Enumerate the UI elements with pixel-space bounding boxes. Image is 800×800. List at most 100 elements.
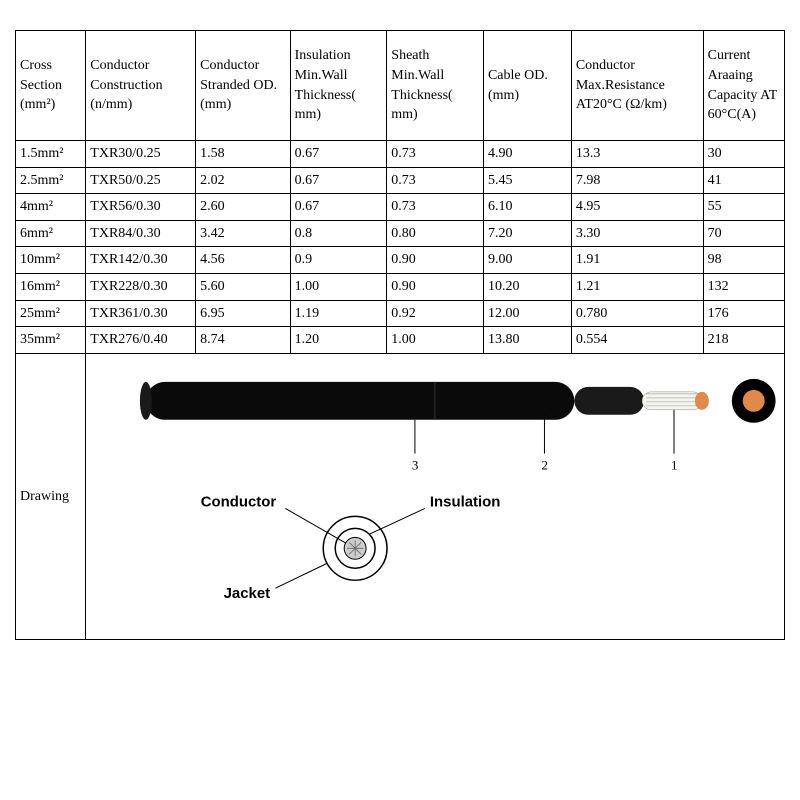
table-cell: 218	[703, 327, 784, 354]
table-cell: 132	[703, 273, 784, 300]
table-cell: 0.73	[387, 194, 484, 221]
label-insulation: Insulation	[430, 493, 501, 510]
table-cell: 6.10	[483, 194, 571, 221]
table-cell: TXR50/0.25	[86, 167, 196, 194]
table-cell: 98	[703, 247, 784, 274]
table-cell: TXR276/0.40	[86, 327, 196, 354]
table-cell: 12.00	[483, 300, 571, 327]
cable-drawing-svg: 1 2 3	[86, 354, 784, 633]
label-jacket: Jacket	[224, 585, 271, 602]
table-cell: 0.780	[571, 300, 703, 327]
table-cell: 9.00	[483, 247, 571, 274]
table-cell: 0.67	[290, 194, 387, 221]
table-cell: 2.02	[196, 167, 290, 194]
callout-2: 2	[542, 457, 548, 472]
table-row: 4mm²TXR56/0.302.600.670.736.104.9555	[16, 194, 785, 221]
cross-section-diagram: Conductor Insulation Jacket	[201, 493, 501, 602]
leader-insulation	[369, 508, 425, 534]
cross-section-inner	[743, 390, 765, 412]
table-cell: 0.92	[387, 300, 484, 327]
table-cell: 5.45	[483, 167, 571, 194]
table-cell: 0.8	[290, 220, 387, 247]
table-row: 6mm²TXR84/0.303.420.80.807.203.3070	[16, 220, 785, 247]
table-cell: 16mm²	[16, 273, 86, 300]
col-cable-od: Cable OD.(mm)	[483, 31, 571, 141]
table-cell: 35mm²	[16, 327, 86, 354]
jacket-endcap	[140, 382, 152, 420]
table-cell: 4.90	[483, 141, 571, 168]
table-cell: 6.95	[196, 300, 290, 327]
table-cell: 0.67	[290, 167, 387, 194]
table-cell: 0.73	[387, 141, 484, 168]
table-row: 2.5mm²TXR50/0.252.020.670.735.457.9841	[16, 167, 785, 194]
table-cell: 0.73	[387, 167, 484, 194]
table-cell: 10mm²	[16, 247, 86, 274]
table-cell: 0.80	[387, 220, 484, 247]
table-cell: 1.00	[387, 327, 484, 354]
table-row: 10mm²TXR142/0.304.560.90.909.001.9198	[16, 247, 785, 274]
table-cell: TXR30/0.25	[86, 141, 196, 168]
table-cell: 0.9	[290, 247, 387, 274]
cable-insulation-shape	[575, 387, 645, 415]
table-cell: 1.91	[571, 247, 703, 274]
drawing-row-label: Drawing	[16, 353, 86, 640]
table-cell: 3.30	[571, 220, 703, 247]
table-cell: 1.00	[290, 273, 387, 300]
col-current-capacity: Current Araaing Capacity AT 60°C(A)	[703, 31, 784, 141]
table-cell: 176	[703, 300, 784, 327]
col-conductor-stranded-od: Conductor Stranded OD.(mm)	[196, 31, 290, 141]
table-cell: TXR142/0.30	[86, 247, 196, 274]
table-cell: 2.5mm²	[16, 167, 86, 194]
table-header: Cross Section (mm²) Conductor Constructi…	[16, 31, 785, 141]
table-cell: 7.98	[571, 167, 703, 194]
table-cell: 1.58	[196, 141, 290, 168]
cable-spec-table: Cross Section (mm²) Conductor Constructi…	[15, 30, 785, 640]
table-cell: 0.554	[571, 327, 703, 354]
callout-1: 1	[671, 457, 677, 472]
table-cell: 6mm²	[16, 220, 86, 247]
callout-3: 3	[412, 457, 418, 472]
table-cell: 25mm²	[16, 300, 86, 327]
table-cell: 70	[703, 220, 784, 247]
table-cell: 8.74	[196, 327, 290, 354]
table-cell: 55	[703, 194, 784, 221]
col-conductor-construction: Conductor Construction (n/mm)	[86, 31, 196, 141]
table-cell: 2.60	[196, 194, 290, 221]
table-cell: 41	[703, 167, 784, 194]
leader-conductor	[286, 508, 347, 543]
table-cell: TXR228/0.30	[86, 273, 196, 300]
table-body: 1.5mm²TXR30/0.251.580.670.734.9013.3302.…	[16, 141, 785, 354]
table-cell: 1.20	[290, 327, 387, 354]
table-cell: 4.95	[571, 194, 703, 221]
table-row: 25mm²TXR361/0.306.951.190.9212.000.78017…	[16, 300, 785, 327]
table-cell: 10.20	[483, 273, 571, 300]
table-cell: 1.21	[571, 273, 703, 300]
table-cell: TXR361/0.30	[86, 300, 196, 327]
col-insulation-thickness: Insulation Min.Wall Thickness( mm)	[290, 31, 387, 141]
cable-jacket-shape	[146, 382, 574, 420]
table-cell: 4mm²	[16, 194, 86, 221]
table-cell: TXR56/0.30	[86, 194, 196, 221]
table-cell: 0.90	[387, 247, 484, 274]
table-cell: 4.56	[196, 247, 290, 274]
table-cell: 1.19	[290, 300, 387, 327]
drawing-row: Drawing	[16, 353, 785, 640]
table-cell: 0.90	[387, 273, 484, 300]
table-cell: 30	[703, 141, 784, 168]
table-cell: 13.3	[571, 141, 703, 168]
leader-jacket	[276, 563, 328, 588]
table-cell: 5.60	[196, 273, 290, 300]
col-sheath-thickness: Sheath Min.Wall Thickness( mm)	[387, 31, 484, 141]
table-row: 1.5mm²TXR30/0.251.580.670.734.9013.330	[16, 141, 785, 168]
table-cell: TXR84/0.30	[86, 220, 196, 247]
table-cell: 1.5mm²	[16, 141, 86, 168]
col-cross-section: Cross Section (mm²)	[16, 31, 86, 141]
table-cell: 0.67	[290, 141, 387, 168]
cable-conductor-shape	[642, 392, 702, 410]
table-cell: 3.42	[196, 220, 290, 247]
drawing-cell: 1 2 3	[86, 353, 785, 640]
col-conductor-resistance: Conductor Max.Resistance AT20°C (Ω/km)	[571, 31, 703, 141]
table-cell: 7.20	[483, 220, 571, 247]
label-conductor: Conductor	[201, 493, 277, 510]
table-row: 16mm²TXR228/0.305.601.000.9010.201.21132	[16, 273, 785, 300]
